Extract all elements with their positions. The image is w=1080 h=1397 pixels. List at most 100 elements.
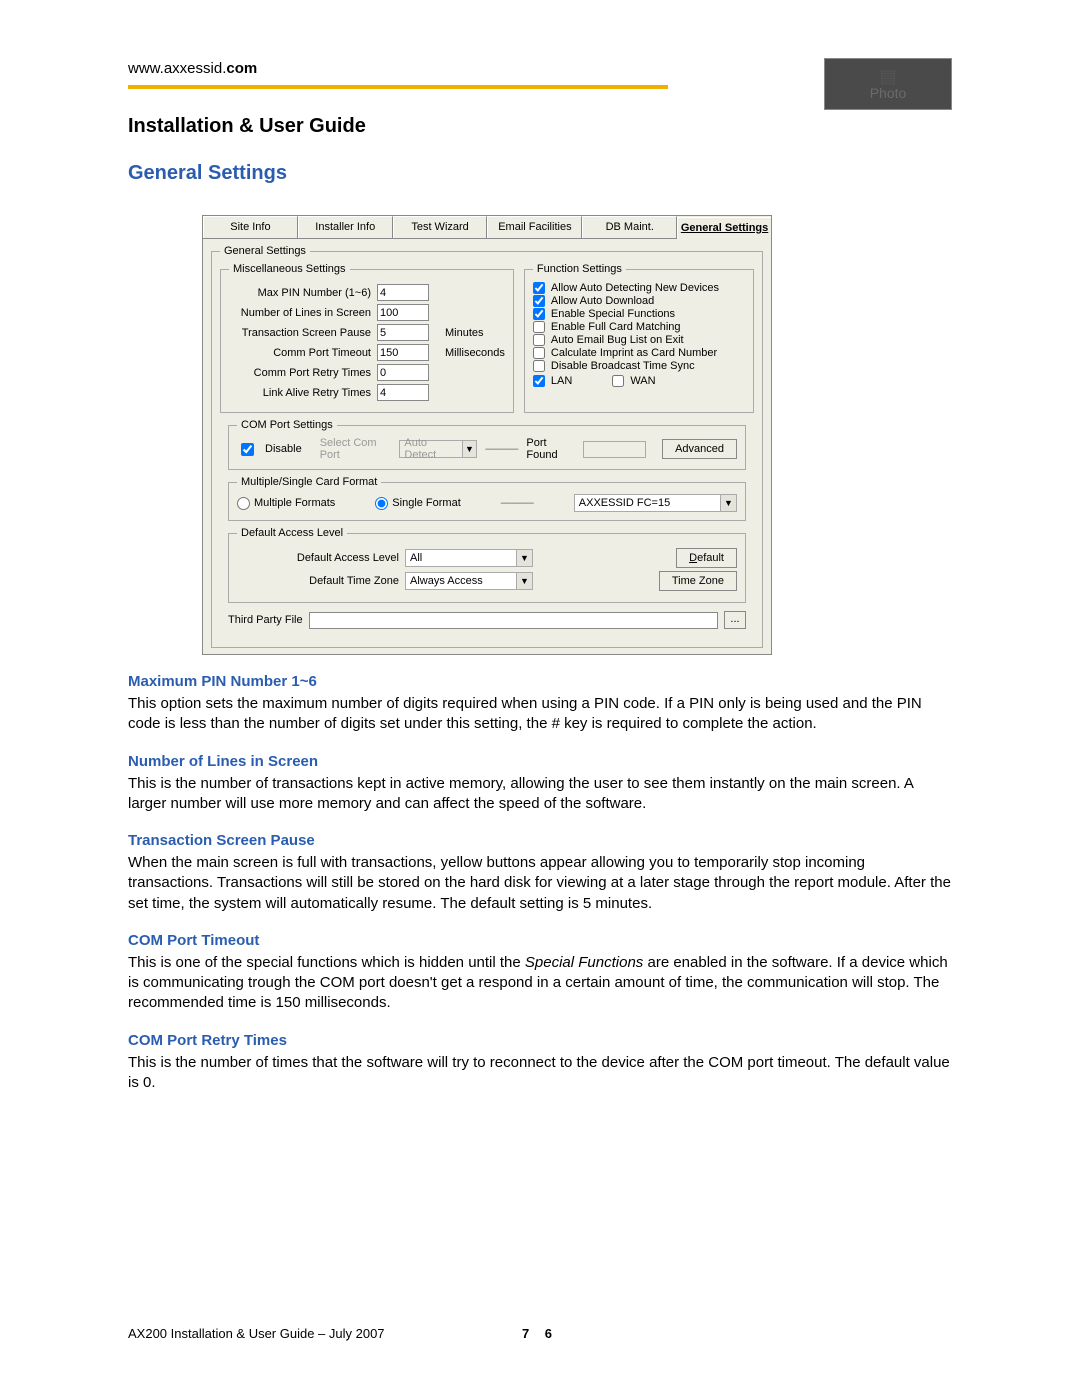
tab-test-wizard[interactable]: Test Wizard bbox=[393, 216, 488, 238]
dash2: ——— bbox=[501, 497, 534, 509]
heading-com-retry: COM Port Retry Times bbox=[128, 1032, 952, 1049]
card-legend: Multiple/Single Card Format bbox=[237, 476, 381, 488]
browse-button[interactable]: ... bbox=[724, 611, 746, 629]
port-found-box bbox=[583, 441, 646, 458]
lbl-com-disable: Disable bbox=[265, 443, 302, 455]
combo-dtz[interactable]: Always Access ▼ bbox=[405, 572, 533, 590]
combo-dal[interactable]: All ▼ bbox=[405, 549, 533, 567]
cb-auto-detect[interactable] bbox=[533, 282, 545, 294]
row-link-alive: Link Alive Retry Times bbox=[229, 384, 505, 401]
heading-max-pin: Maximum PIN Number 1~6 bbox=[128, 673, 952, 690]
tabs-row: Site Info Installer Info Test Wizard Ema… bbox=[203, 216, 771, 239]
default-button[interactable]: Default bbox=[676, 548, 737, 568]
row-pause: Transaction Screen Pause Minutes bbox=[229, 324, 505, 341]
url-prefix: www.axxessid. bbox=[128, 60, 226, 77]
lbl-wan: WAN bbox=[630, 375, 655, 387]
heading-lines: Number of Lines in Screen bbox=[128, 753, 952, 770]
tab-db-maint[interactable]: DB Maint. bbox=[582, 216, 677, 238]
lbl-disable-broadcast: Disable Broadcast Time Sync bbox=[551, 360, 695, 372]
combo-select-com[interactable]: Auto Detect ▼ bbox=[399, 440, 477, 458]
label-link-alive: Link Alive Retry Times bbox=[229, 387, 377, 399]
cb-auto-email[interactable] bbox=[533, 334, 545, 346]
function-settings-group: Function Settings Allow Auto Detecting N… bbox=[524, 263, 754, 413]
logo-box: ▤ Photo bbox=[824, 58, 952, 110]
input-pause[interactable] bbox=[377, 324, 429, 341]
combo-card-text: AXXESSID FC=15 bbox=[575, 497, 720, 509]
cb-lan[interactable] bbox=[533, 375, 545, 387]
chevron-down-icon: ▼ bbox=[462, 441, 477, 457]
row-lines: Number of Lines in Screen bbox=[229, 304, 505, 321]
tab-email-facilities[interactable]: Email Facilities bbox=[487, 216, 582, 238]
tab-general-settings[interactable]: General Settings bbox=[677, 217, 771, 239]
section-title: General Settings bbox=[128, 162, 952, 185]
combo-dal-text: All bbox=[406, 552, 516, 564]
lbl-lan: LAN bbox=[551, 375, 572, 387]
row-max-pin: Max PIN Number (1~6) bbox=[229, 284, 505, 301]
chevron-down-icon: ▼ bbox=[720, 495, 736, 511]
cb-disable-broadcast[interactable] bbox=[533, 360, 545, 372]
cb-special-func[interactable] bbox=[533, 308, 545, 320]
cb-wan[interactable] bbox=[612, 375, 624, 387]
cb-auto-download[interactable] bbox=[533, 295, 545, 307]
label-max-pin: Max PIN Number (1~6) bbox=[229, 287, 377, 299]
input-max-pin[interactable] bbox=[377, 284, 429, 301]
advanced-button[interactable]: Advanced bbox=[662, 439, 737, 459]
input-timeout[interactable] bbox=[377, 344, 429, 361]
radio-single[interactable] bbox=[375, 497, 388, 510]
combo-card-format[interactable]: AXXESSID FC=15 ▼ bbox=[574, 494, 737, 512]
label-pause: Transaction Screen Pause bbox=[229, 327, 377, 339]
lbl-auto-download: Allow Auto Download bbox=[551, 295, 654, 307]
com-port-group: COM Port Settings Disable Select Com Por… bbox=[228, 419, 746, 470]
settings-dialog: Site Info Installer Info Test Wizard Ema… bbox=[202, 215, 772, 655]
lbl-dal: Default Access Level bbox=[237, 552, 405, 564]
footer-text: AX200 Installation & User Guide – July 2… bbox=[128, 1326, 385, 1341]
card-format-group: Multiple/Single Card Format Multiple For… bbox=[228, 476, 746, 521]
access-legend: Default Access Level bbox=[237, 527, 347, 539]
lbl-dtz: Default Time Zone bbox=[237, 575, 405, 587]
tab-site-info[interactable]: Site Info bbox=[203, 216, 298, 238]
general-legend: General Settings bbox=[220, 245, 310, 257]
com-legend: COM Port Settings bbox=[237, 419, 337, 431]
cb-calc-imprint[interactable] bbox=[533, 347, 545, 359]
radio-multiple-wrap[interactable]: Multiple Formats bbox=[237, 497, 335, 510]
page-number: 7 6 bbox=[522, 1326, 558, 1341]
dash: ——— bbox=[485, 443, 518, 455]
input-lines[interactable] bbox=[377, 304, 429, 321]
row-retry: Comm Port Retry Times bbox=[229, 364, 505, 381]
text-pause: When the main screen is full with transa… bbox=[128, 853, 952, 914]
lbl-special-func: Enable Special Functions bbox=[551, 308, 675, 320]
default-btn-text: efault bbox=[697, 552, 724, 564]
text-lines: This is the number of transactions kept … bbox=[128, 774, 952, 815]
cb-full-card[interactable] bbox=[533, 321, 545, 333]
text-com-italic: Special Functions bbox=[525, 954, 643, 971]
chevron-down-icon: ▼ bbox=[516, 573, 532, 589]
lbl-single: Single Format bbox=[392, 497, 460, 509]
cb-com-disable[interactable] bbox=[241, 443, 254, 456]
radio-multiple[interactable] bbox=[237, 497, 250, 510]
doc-title: Installation & User Guide bbox=[128, 115, 952, 138]
unit-pause: Minutes bbox=[429, 327, 484, 339]
heading-pause: Transaction Screen Pause bbox=[128, 832, 952, 849]
lbl-auto-email: Auto Email Bug List on Exit bbox=[551, 334, 684, 346]
lbl-auto-detect: Allow Auto Detecting New Devices bbox=[551, 282, 719, 294]
radio-single-wrap[interactable]: Single Format bbox=[375, 497, 460, 510]
label-retry: Comm Port Retry Times bbox=[229, 367, 377, 379]
timezone-button[interactable]: Time Zone bbox=[659, 571, 737, 591]
row-timeout: Comm Port Timeout Milliseconds bbox=[229, 344, 505, 361]
lbl-multiple: Multiple Formats bbox=[254, 497, 335, 509]
misc-settings-group: Miscellaneous Settings Max PIN Number (1… bbox=[220, 263, 514, 413]
lbl-select-com: Select Com Port bbox=[320, 437, 392, 461]
tab-installer-info[interactable]: Installer Info bbox=[298, 216, 393, 238]
input-third-party[interactable] bbox=[309, 612, 718, 629]
chevron-down-icon: ▼ bbox=[516, 550, 532, 566]
logo-text: Photo bbox=[870, 85, 907, 101]
text-max-pin: This option sets the maximum number of d… bbox=[128, 694, 952, 735]
heading-com-timeout: COM Port Timeout bbox=[128, 932, 952, 949]
lbl-third-party: Third Party File bbox=[228, 614, 303, 626]
misc-legend: Miscellaneous Settings bbox=[229, 263, 350, 275]
unit-timeout: Milliseconds bbox=[429, 347, 505, 359]
text-com-before: This is one of the special functions whi… bbox=[128, 954, 525, 971]
input-retry[interactable] bbox=[377, 364, 429, 381]
text-com-timeout: This is one of the special functions whi… bbox=[128, 953, 952, 1014]
input-link-alive[interactable] bbox=[377, 384, 429, 401]
